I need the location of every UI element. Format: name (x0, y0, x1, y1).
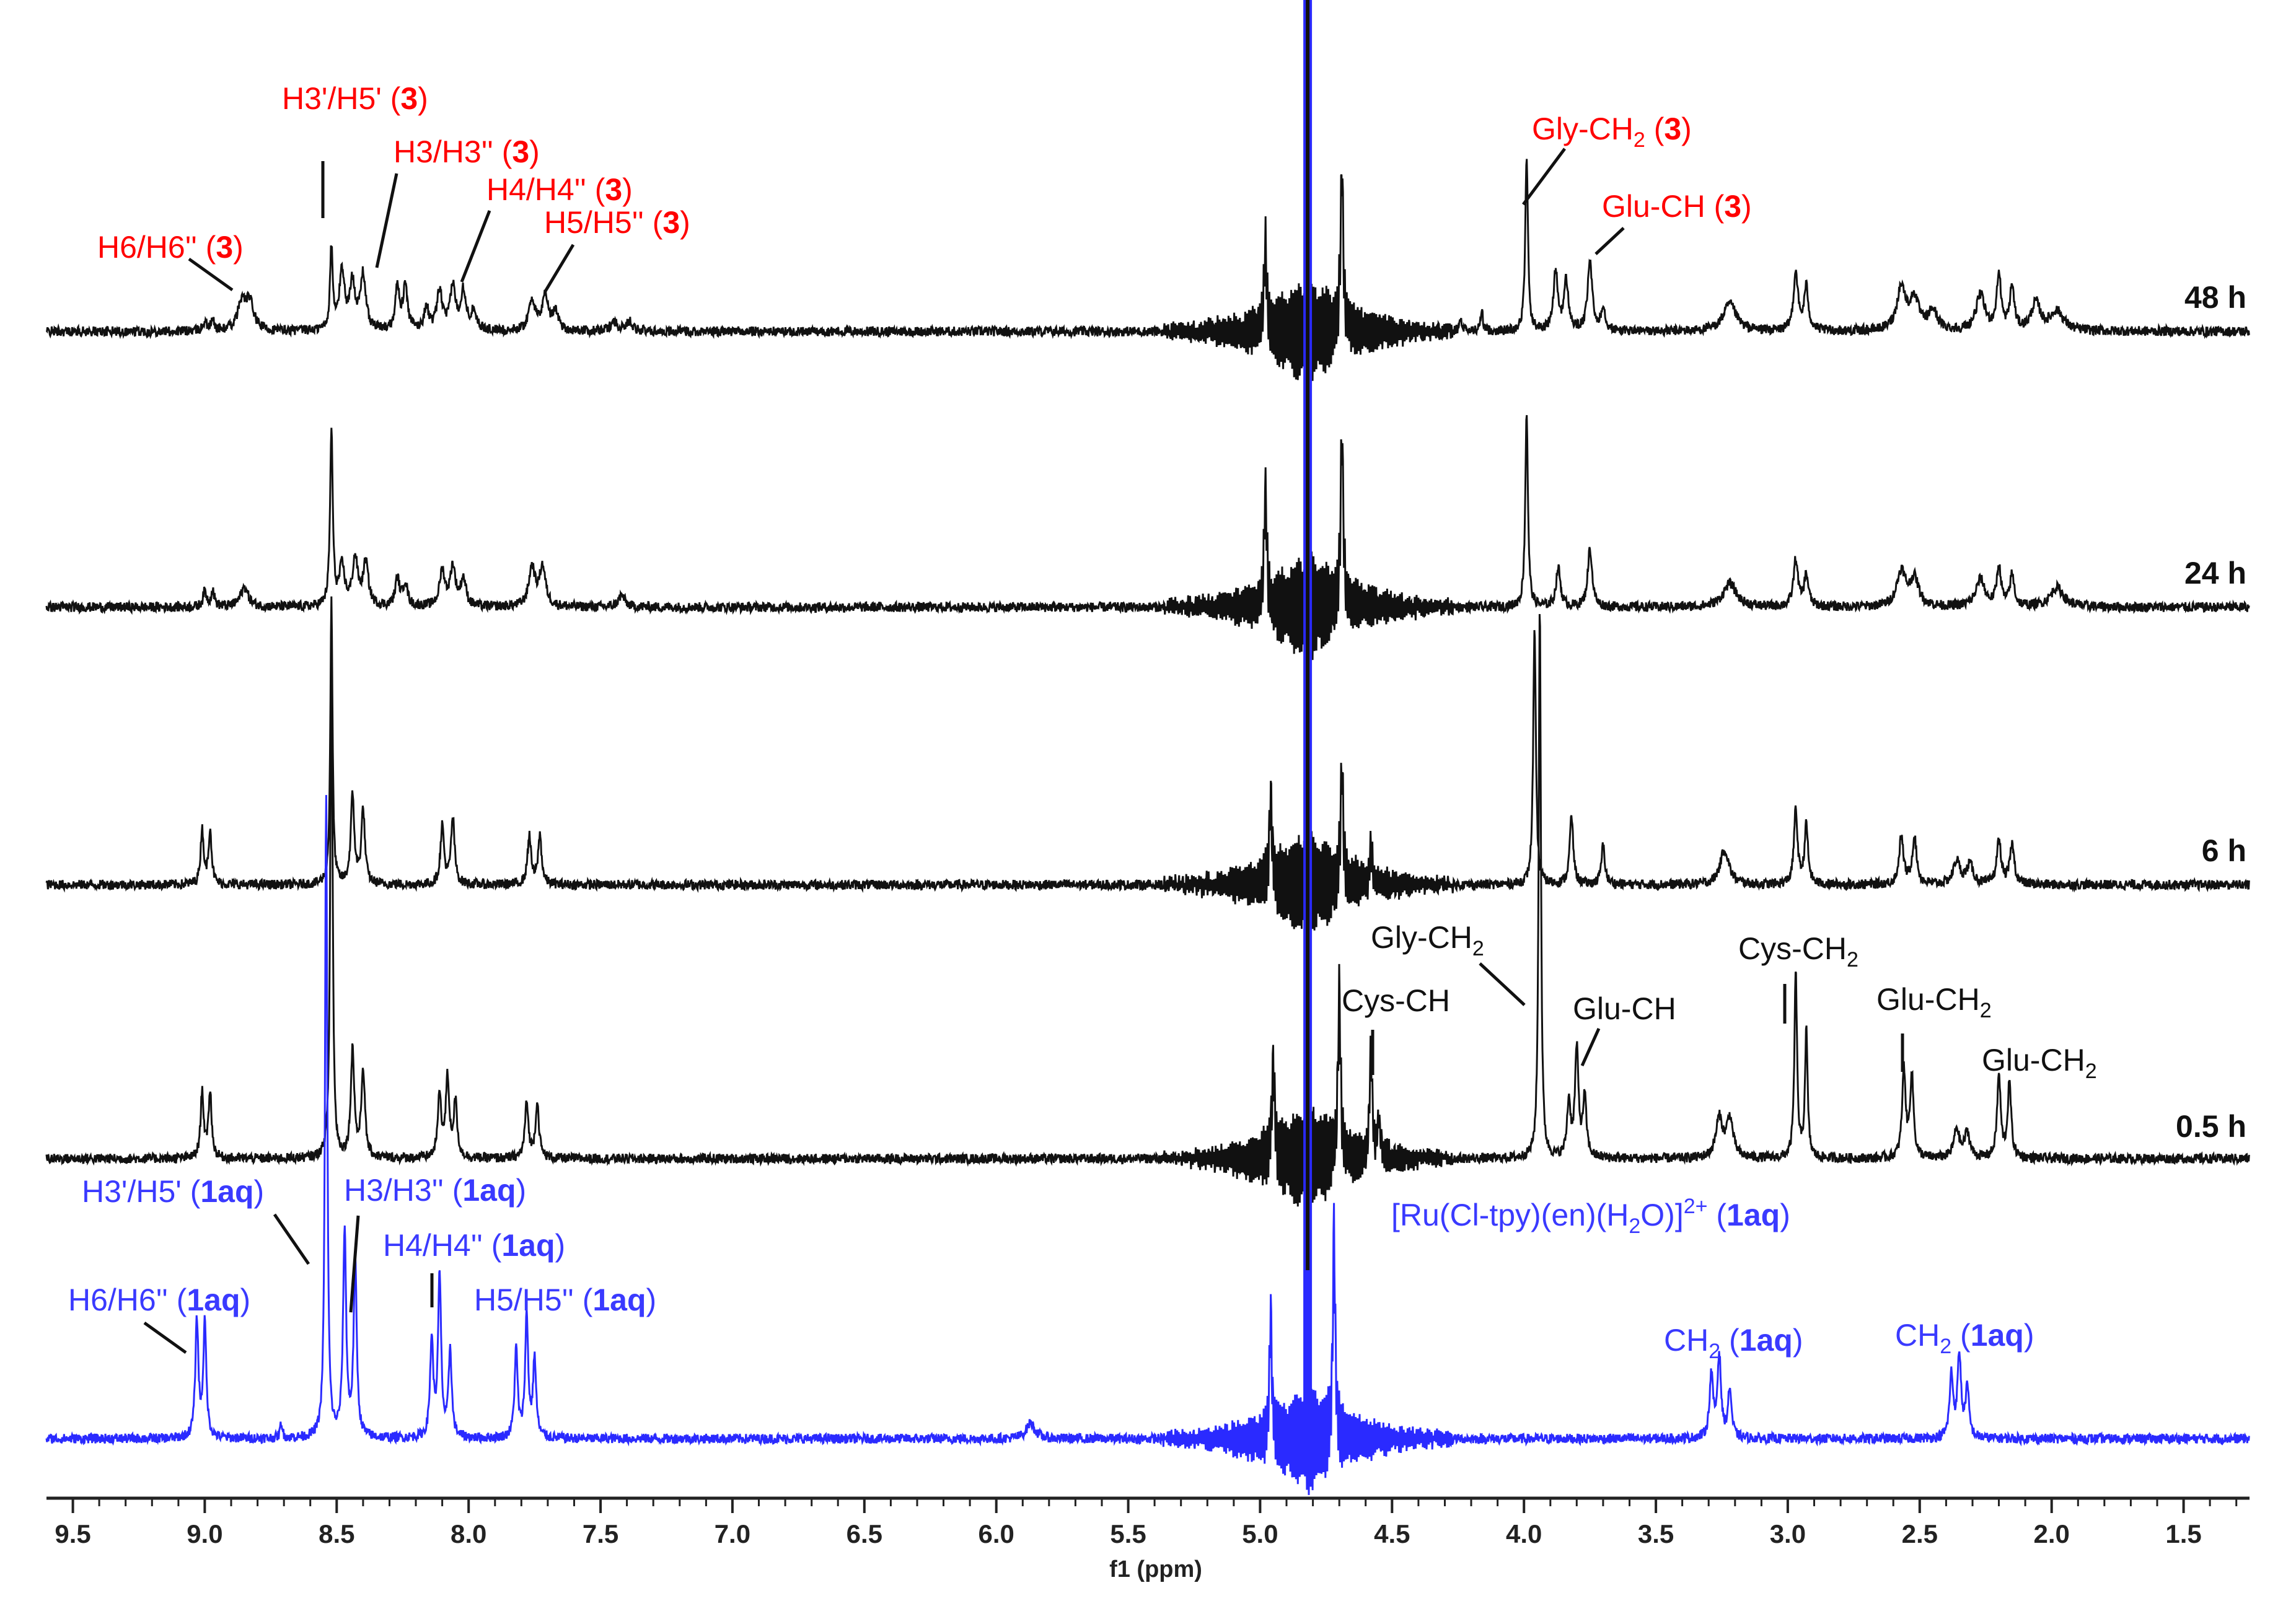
spectrum-trace-24-h (45, 415, 2250, 662)
spectrum-trace-0-5-h (45, 614, 2250, 1214)
time-label-24h: 24 h (2184, 556, 2246, 590)
x-axis-title: f1 (ppm) (1109, 1556, 1202, 1582)
x-axis: 9.5 9.0 8.5 8.0 7.5 7.0 6.5 6.0 5.5 5.0 4.5 4.0 3.5 3… (46, 1496, 2250, 1582)
solvent-peak-black (1306, 0, 1310, 1270)
time-labels: 48 h 24 h 6 h 0.5 h (2176, 280, 2246, 1144)
leader-glu-ch (1580, 1027, 1601, 1067)
time-label-6h: 6 h (2202, 833, 2246, 868)
annotation-h4h4-1aq: H4/H4'' (1aq) (383, 1228, 565, 1263)
annotation-glu-ch-3: Glu-CH (3) (1602, 189, 1752, 224)
black-leader-lines (1371, 962, 1904, 1075)
annotation-complex-1aq: [Ru(Cl-tpy)(en)(H2O)]2+ (1aq) (1391, 1195, 1790, 1238)
annotation-h3h5-prime-3: H3'/H5' (3) (282, 81, 428, 116)
tick-label: 2.5 (1902, 1519, 1938, 1548)
annotation-glu-ch: Glu-CH (1573, 991, 1676, 1026)
annotation-h3h3-3: H3/H3'' (3) (394, 134, 540, 169)
blue-annotations: H3'/H5' (1aq) H3/H3'' (1aq) H4/H4'' (1aq… (68, 1173, 2034, 1363)
annotation-h5h5-1aq: H5/H5'' (1aq) (474, 1283, 656, 1317)
annotation-gly-ch2: Gly-CH2 (1371, 920, 1484, 960)
spectrum-trace-6-h (45, 596, 2250, 940)
tick-label: 7.5 (583, 1519, 618, 1548)
tick-label: 6.5 (847, 1519, 882, 1548)
leader-h3h5-prime-1aq (273, 1213, 310, 1265)
tick-label: 4.0 (1506, 1519, 1542, 1548)
tick-label: 2.0 (2034, 1519, 2070, 1548)
annotation-ch2-1aq-a: CH2 (1aq) (1664, 1323, 1803, 1363)
tick-label: 1.5 (2165, 1519, 2201, 1548)
leader-glu-ch-3 (1594, 227, 1625, 255)
tick-label: 3.5 (1638, 1519, 1674, 1548)
leader-h3h3-3 (375, 173, 398, 268)
spectra-layer (45, 159, 2250, 1495)
tick-label: 3.0 (1770, 1519, 1806, 1548)
annotation-h3h5-prime-1aq: H3'/H5' (1aq) (82, 1174, 264, 1209)
leader-h5h5-3 (543, 244, 575, 292)
annotation-h3h3-1aq: H3/H3'' (1aq) (344, 1173, 526, 1208)
time-label-48h: 48 h (2184, 280, 2246, 315)
leader-gly-ch2-3 (1521, 147, 1567, 206)
tick-label: 9.5 (55, 1519, 90, 1548)
leader-gly-ch2 (1479, 962, 1526, 1006)
annotation-cys-ch2: Cys-CH2 (1738, 931, 1858, 972)
spectrum-trace-1aq (45, 795, 2250, 1495)
leader-h4h4-3 (460, 210, 491, 283)
annotation-h6h6-1aq: H6/H6'' (1aq) (68, 1283, 250, 1317)
time-label-0-5h: 0.5 h (2176, 1109, 2246, 1144)
tick-label: 7.0 (715, 1519, 750, 1548)
blue-leader-lines (143, 1213, 434, 1354)
tick-label: 5.5 (1110, 1519, 1146, 1548)
tick-label: 8.5 (319, 1519, 354, 1548)
annotation-gly-ch2-3: Gly-CH2 (3) (1532, 112, 1692, 152)
annotation-glu-ch2-b: Glu-CH2 (1982, 1043, 2097, 1083)
x-axis-ticks: 9.5 9.0 8.5 8.0 7.5 7.0 6.5 6.0 5.5 5.0 4.5 4.0 3.5 3… (55, 1498, 2238, 1548)
leader-h6h6-3 (188, 257, 234, 292)
red-leader-lines (188, 147, 1625, 292)
annotation-h6h6-3: H6/H6'' (3) (97, 230, 244, 265)
annotation-glu-ch2-a: Glu-CH2 (1876, 982, 1992, 1022)
annotation-h4h4-3: H4/H4'' (3) (486, 172, 633, 207)
annotation-h5h5-3: H5/H5'' (3) (544, 205, 690, 240)
tick-label: 6.0 (979, 1519, 1014, 1548)
tick-label: 5.0 (1242, 1519, 1278, 1548)
red-annotations: H3'/H5' (3) H3/H3'' (3) H4/H4'' (3) H5/H… (97, 81, 1752, 265)
solvent-peak-layer (1303, 0, 1313, 1444)
annotation-ch2-1aq-b: CH2 (1aq) (1895, 1318, 2034, 1358)
spectrum-trace-48-h (45, 159, 2250, 387)
leader-h3h3-1aq (349, 1215, 360, 1313)
leader-h6h6-1aq (143, 1321, 187, 1354)
tick-label: 8.0 (451, 1519, 486, 1548)
tick-label: 9.0 (187, 1519, 222, 1548)
tick-label: 4.5 (1374, 1519, 1410, 1548)
black-annotations: Gly-CH2 Cys-CH Glu-CH Cys-CH2 Glu-CH2 Gl… (1342, 920, 2097, 1083)
annotation-cys-ch: Cys-CH (1342, 983, 1450, 1018)
